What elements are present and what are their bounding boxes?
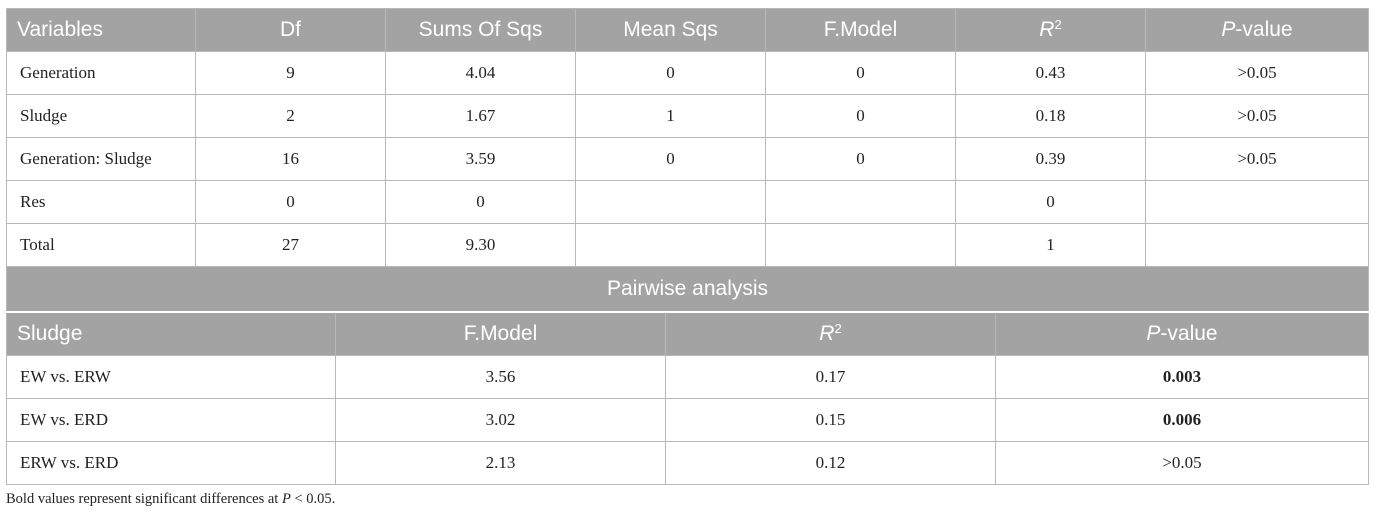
pairwise-table: Pairwise analysis Sludge F.Model R2 P-va… [6,266,1369,485]
cell-p-value: >0.05 [1145,51,1369,95]
cell-p-value [1145,180,1369,224]
cell-f-model: 0 [765,94,956,138]
header-r2-exponent: 2 [1054,17,1062,32]
cell-r2: 0.39 [955,137,1146,181]
table-row: ERW vs. ERD 2.13 0.12 >0.05 [6,441,1369,485]
cell-mean-sqs: 0 [575,51,766,95]
cell-df: 2 [195,94,386,138]
cell-variable: Generation: Sludge [6,137,196,181]
cell-mean-sqs: 0 [575,137,766,181]
cell-sums-of-sqs: 4.04 [385,51,576,95]
cell-f-model [765,180,956,224]
cell-r2: 0.17 [665,355,996,399]
pairwise-header-row: Sludge F.Model R2 P-value [6,311,1369,356]
cell-p-value: >0.05 [995,441,1369,485]
cell-sums-of-sqs: 3.59 [385,137,576,181]
header-mean-sqs: Mean Sqs [575,8,766,52]
header-f-model: F.Model [765,8,956,52]
cell-df: 16 [195,137,386,181]
header-p-rest: -value [1235,18,1293,41]
cell-mean-sqs: 1 [575,94,766,138]
cell-sums-of-sqs: 0 [385,180,576,224]
cell-r2: 0.18 [955,94,1146,138]
cell-df: 0 [195,180,386,224]
cell-sludge: EW vs. ERD [6,398,336,442]
pairwise-title-row: Pairwise analysis [6,266,1369,313]
header-p-letter: P [1221,18,1236,41]
header-r2-letter: R [1039,18,1055,41]
footnote-text: Bold values represent significant differ… [6,491,282,507]
cell-f-model: 3.02 [335,398,666,442]
cell-f-model: 3.56 [335,355,666,399]
cell-r2: 0.12 [665,441,996,485]
header-pairwise-r2-letter: R [819,322,835,345]
table-row: Total 27 9.30 1 [6,223,1369,267]
header-df: Df [195,8,386,52]
cell-r2: 0 [955,180,1146,224]
cell-variable: Res [6,180,196,224]
table-row: Res 0 0 0 [6,180,1369,224]
cell-variable: Total [6,223,196,267]
table-row: Sludge 2 1.67 1 0 0.18 >0.05 [6,94,1369,138]
cell-f-model: 0 [765,137,956,181]
header-pairwise-p-rest: -value [1160,322,1218,345]
header-pairwise-p-letter: P [1146,322,1161,345]
header-variables: Variables [6,8,196,52]
footnote-condition: < 0.05. [290,491,336,507]
cell-sums-of-sqs: 1.67 [385,94,576,138]
table-row: Generation: Sludge 16 3.59 0 0 0.39 >0.05 [6,137,1369,181]
table-row: EW vs. ERW 3.56 0.17 0.003 [6,355,1369,399]
cell-p-value: 0.006 [995,398,1369,442]
cell-r2: 1 [955,223,1146,267]
header-sludge: Sludge [6,311,336,356]
cell-sludge: ERW vs. ERD [6,441,336,485]
cell-r2: 0.43 [955,51,1146,95]
cell-p-value [1145,223,1369,267]
cell-r2: 0.15 [665,398,996,442]
header-p-value: P-value [1145,8,1369,52]
cell-p-value: >0.05 [1145,94,1369,138]
table-row: EW vs. ERD 3.02 0.15 0.006 [6,398,1369,442]
cell-f-model: 2.13 [335,441,666,485]
anova-table: Variables Df Sums Of Sqs Mean Sqs F.Mode… [6,8,1369,267]
table-footnote: Bold values represent significant differ… [6,491,335,508]
header-pairwise-r2-exponent: 2 [834,321,842,336]
cell-mean-sqs [575,180,766,224]
cell-mean-sqs [575,223,766,267]
header-pairwise-r2: R2 [665,311,996,356]
cell-sums-of-sqs: 9.30 [385,223,576,267]
cell-df: 9 [195,51,386,95]
header-r2: R2 [955,8,1146,52]
table-row: Generation 9 4.04 0 0 0.43 >0.05 [6,51,1369,95]
anova-header-row: Variables Df Sums Of Sqs Mean Sqs F.Mode… [6,8,1369,52]
header-pairwise-p-value: P-value [995,311,1369,356]
cell-variable: Sludge [6,94,196,138]
cell-f-model [765,223,956,267]
cell-df: 27 [195,223,386,267]
cell-sludge: EW vs. ERW [6,355,336,399]
header-sums-of-sqs: Sums Of Sqs [385,8,576,52]
cell-p-value: >0.05 [1145,137,1369,181]
cell-f-model: 0 [765,51,956,95]
cell-variable: Generation [6,51,196,95]
cell-p-value: 0.003 [995,355,1369,399]
header-pairwise-f-model: F.Model [335,311,666,356]
pairwise-title: Pairwise analysis [6,266,1369,313]
footnote-p-letter: P [281,491,291,507]
